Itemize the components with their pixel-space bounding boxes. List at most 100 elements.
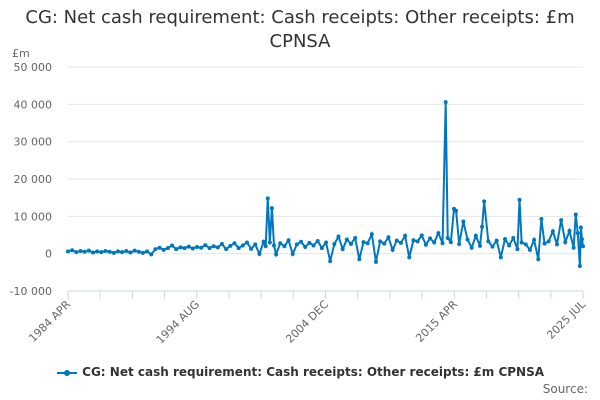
data-point: [240, 243, 245, 248]
data-point: [257, 252, 262, 257]
x-tick-label: 1984 APR: [26, 298, 73, 345]
data-point: [299, 239, 304, 244]
data-point: [261, 239, 266, 244]
data-point: [78, 249, 83, 254]
data-point: [394, 238, 399, 243]
data-point: [195, 244, 200, 249]
y-axis-label: £m: [12, 47, 30, 60]
data-point: [567, 228, 572, 233]
data-point: [215, 245, 220, 250]
data-point: [232, 241, 237, 246]
data-point: [373, 259, 378, 264]
data-point: [161, 247, 166, 252]
data-point: [469, 245, 474, 250]
x-tick-label: 2004 DEC: [283, 298, 331, 346]
data-point: [571, 245, 576, 250]
data-point: [536, 257, 541, 262]
data-point: [107, 249, 112, 254]
data-point: [66, 249, 70, 254]
source-label: Source:: [542, 382, 588, 396]
data-point: [415, 239, 420, 244]
data-point: [554, 242, 559, 247]
data-point: [490, 244, 495, 249]
data-point: [440, 241, 445, 246]
data-point: [361, 240, 366, 245]
data-point: [457, 241, 462, 246]
data-point: [390, 247, 395, 252]
data-point: [145, 249, 150, 254]
data-point: [386, 235, 391, 240]
data-point: [465, 237, 470, 242]
x-tick-label: 1994 AUG: [154, 298, 203, 347]
legend[interactable]: CG: Net cash requirement: Cash receipts:…: [0, 365, 600, 379]
data-point: [103, 249, 108, 254]
data-point: [482, 199, 487, 204]
data-point: [253, 242, 258, 247]
data-point: [211, 244, 216, 249]
data-point: [115, 249, 120, 254]
data-point: [95, 249, 100, 254]
data-point: [480, 224, 485, 229]
y-tick-label: 20 000: [14, 173, 53, 186]
data-point: [423, 242, 428, 247]
data-point: [182, 246, 187, 251]
data-point: [153, 247, 158, 252]
data-point: [170, 243, 175, 248]
data-point: [563, 240, 568, 245]
data-point: [272, 243, 276, 248]
chart-title: CG: Net cash requirement: Cash receipts:…: [25, 7, 575, 52]
data-point: [267, 240, 272, 245]
data-point: [523, 242, 528, 247]
data-point: [90, 250, 95, 255]
data-point: [99, 250, 104, 255]
data-point: [286, 238, 291, 243]
data-point: [378, 239, 383, 244]
data-point: [494, 238, 499, 243]
data-point: [82, 249, 87, 254]
data-point: [157, 245, 162, 250]
data-point: [290, 252, 295, 257]
data-point: [207, 246, 212, 251]
data-point: [478, 243, 482, 248]
data-point: [532, 237, 537, 242]
data-point: [332, 241, 337, 246]
data-point: [190, 246, 195, 251]
data-point: [357, 257, 362, 262]
x-tick-label: 2015 APR: [413, 298, 460, 345]
data-point: [581, 244, 585, 249]
data-point: [575, 231, 580, 236]
data-point: [249, 246, 254, 251]
data-point: [454, 208, 459, 213]
data-point: [274, 252, 279, 257]
data-point: [174, 247, 179, 252]
data-point: [398, 240, 403, 245]
data-point: [517, 197, 522, 202]
data-point: [278, 241, 283, 246]
data-point: [86, 248, 91, 253]
data-point: [519, 240, 524, 245]
data-point: [294, 242, 299, 247]
data-point: [186, 244, 191, 249]
data-point: [486, 239, 491, 244]
data-point: [542, 241, 547, 246]
data-point: [344, 237, 349, 242]
data-point: [303, 244, 308, 249]
data-point: [178, 245, 183, 250]
data-point: [165, 246, 170, 251]
data-point: [461, 219, 466, 224]
data-point: [511, 235, 516, 240]
data-point: [365, 241, 370, 246]
data-point: [579, 237, 584, 242]
data-point: [539, 216, 544, 221]
data-point: [436, 231, 441, 236]
data-point: [407, 255, 412, 260]
data-point: [124, 249, 129, 254]
data-point: [546, 239, 551, 244]
legend-marker-icon: [56, 369, 77, 376]
data-point: [573, 212, 578, 217]
data-point: [311, 243, 316, 248]
data-point: [432, 240, 437, 245]
data-point: [136, 249, 141, 254]
data-point: [578, 225, 583, 230]
data-point: [445, 235, 450, 240]
